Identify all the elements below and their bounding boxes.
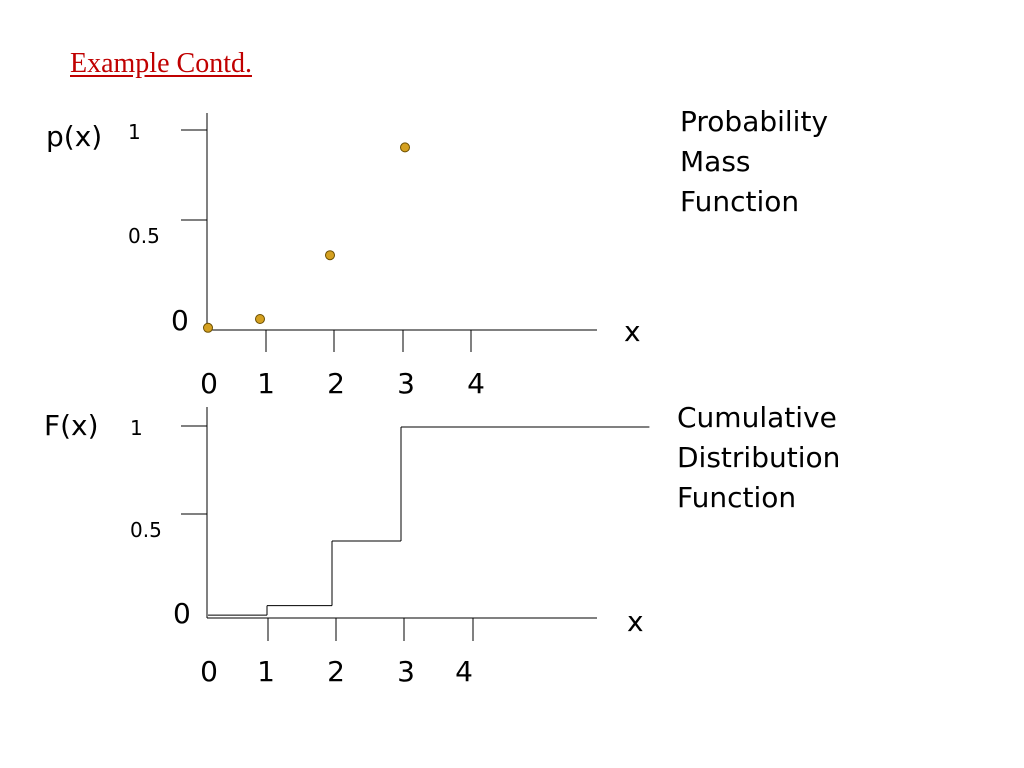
pmf-description-line: Function [680, 185, 800, 218]
x-tick-label: 0 [200, 367, 218, 400]
pmf-description-line: Mass [680, 145, 751, 178]
x-tick-label: 3 [397, 367, 415, 400]
data-point [325, 250, 335, 261]
cdf-description-line: Distribution [677, 441, 841, 474]
cdf-description-line: Function [677, 481, 797, 514]
pmf-description-line: Probability [680, 105, 829, 138]
data-point [255, 314, 265, 324]
y-tick-label: 0.5 [128, 224, 160, 248]
y-tick-label: 1 [130, 416, 143, 440]
y-axis-label: F(x) [44, 409, 99, 442]
data-point [400, 142, 410, 153]
slide-title: Example Contd. [70, 48, 252, 79]
x-tick-label: 2 [327, 655, 345, 688]
y-tick-label: 1 [128, 120, 141, 144]
cdf-description-line: Cumulative [677, 401, 837, 434]
x-axis-label: x [624, 315, 641, 348]
x-tick-label: 2 [327, 367, 345, 400]
y-tick-label: 0 [173, 597, 191, 630]
x-tick-label: 1 [257, 367, 275, 400]
cdf-description: Cumulative Distribution Function [677, 398, 840, 518]
y-tick-label: 0 [171, 304, 189, 337]
x-tick-label: 4 [455, 655, 473, 688]
x-tick-label: 1 [257, 655, 275, 688]
x-tick-label: 4 [467, 367, 485, 400]
y-tick-label: 0.5 [130, 518, 162, 542]
x-tick-label: 3 [397, 655, 415, 688]
x-axis-label: x [627, 605, 644, 638]
y-axis-label: p(x) [46, 120, 102, 153]
x-tick-label: 0 [200, 655, 218, 688]
pmf-description: Probability Mass Function [680, 102, 828, 222]
data-point [203, 322, 213, 333]
